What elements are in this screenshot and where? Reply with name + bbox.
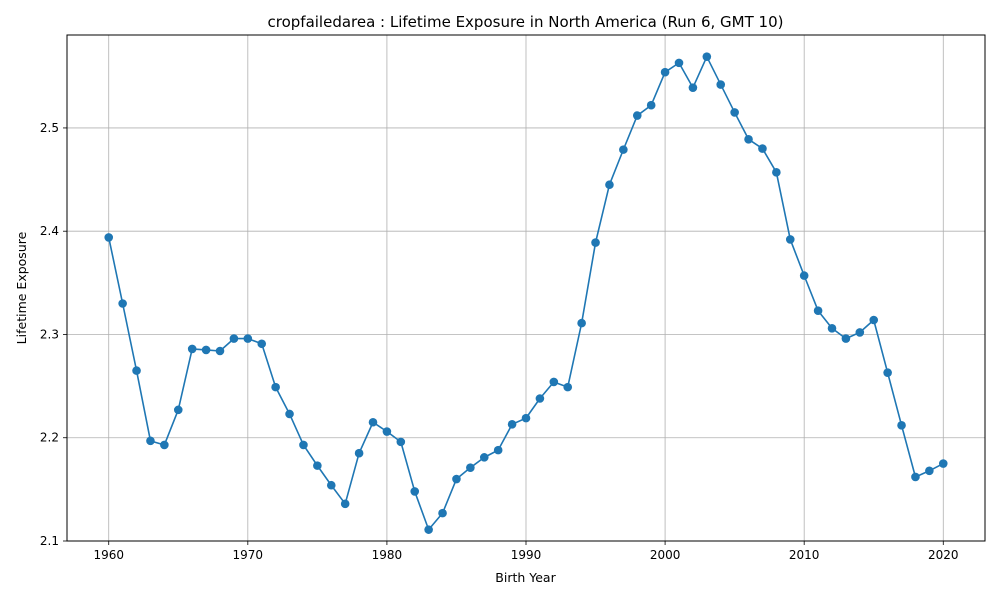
data-point — [632, 111, 642, 120]
data-point — [535, 394, 545, 403]
data-point — [271, 382, 280, 392]
x-tick-label: 1980 — [372, 548, 403, 562]
y-tick-label: 2.1 — [40, 534, 59, 548]
data-point — [299, 440, 308, 450]
data-point — [827, 323, 837, 333]
data-point — [938, 459, 948, 468]
data-point — [911, 472, 920, 482]
data-point — [104, 233, 114, 242]
data-point — [354, 448, 364, 458]
data-point — [869, 315, 879, 325]
data-point — [424, 525, 433, 534]
data-point — [772, 168, 781, 177]
data-point — [591, 238, 600, 247]
data-point — [229, 334, 239, 343]
data-point — [925, 466, 934, 476]
data-point — [619, 145, 628, 154]
data-point — [438, 508, 447, 518]
data-point — [688, 83, 698, 92]
data-point — [243, 334, 253, 343]
plot-area-frame — [66, 34, 986, 542]
data-point — [702, 52, 712, 61]
grid-lines — [67, 35, 985, 542]
x-tick-label: 2010 — [789, 548, 820, 562]
y-axis-label: Lifetime Exposure — [14, 231, 29, 344]
data-point — [549, 377, 559, 387]
data-point — [201, 345, 211, 355]
data-point — [479, 453, 489, 462]
data-point — [674, 58, 684, 68]
data-point — [340, 499, 350, 509]
data-point — [646, 100, 656, 110]
x-axis-label: Birth Year — [495, 570, 556, 585]
data-point — [883, 368, 892, 377]
data-point — [368, 417, 378, 427]
x-tick-label: 2020 — [928, 548, 959, 562]
data-point — [730, 108, 739, 117]
data-point — [563, 382, 573, 392]
data-series — [104, 52, 948, 534]
data-point — [118, 299, 127, 308]
data-point — [187, 344, 197, 354]
data-point — [160, 440, 169, 450]
data-point — [382, 427, 392, 436]
data-point — [396, 437, 406, 447]
y-tick-label: 2.4 — [40, 224, 59, 238]
data-point — [855, 328, 865, 337]
data-point — [521, 413, 531, 423]
data-point — [452, 474, 461, 484]
data-point — [841, 334, 851, 343]
data-point — [660, 67, 670, 77]
x-tick-label: 1960 — [93, 548, 124, 562]
x-tick-label: 1990 — [511, 548, 542, 562]
data-point — [716, 80, 726, 89]
x-tick-label: 1970 — [233, 548, 264, 562]
y-tick-label: 2.2 — [40, 431, 59, 445]
chart-title: cropfailedarea : Lifetime Exposure in No… — [268, 13, 784, 31]
data-point — [285, 409, 294, 419]
data-point — [799, 271, 809, 280]
data-point — [410, 487, 420, 496]
data-point — [215, 346, 225, 356]
x-tick-label: 2000 — [650, 548, 681, 562]
y-tick-label: 2.3 — [40, 327, 59, 341]
data-point — [493, 445, 503, 455]
data-point — [897, 421, 906, 430]
y-axis-ticks: 2.1 2.2 2.3 2.4 2.5 — [40, 121, 67, 548]
data-point — [146, 436, 155, 446]
data-point — [466, 463, 475, 472]
data-point — [132, 366, 141, 375]
data-point — [257, 339, 267, 349]
data-point — [326, 480, 336, 490]
data-point — [577, 318, 586, 328]
x-axis-ticks: 1960 1970 1980 1990 2000 2010 2020 — [93, 541, 959, 562]
data-point — [813, 306, 823, 316]
data-point — [758, 144, 767, 153]
data-point — [313, 461, 322, 470]
data-point — [507, 420, 517, 429]
data-point — [605, 180, 614, 190]
y-tick-label: 2.5 — [40, 121, 59, 135]
data-point — [744, 134, 753, 144]
data-point — [173, 405, 183, 415]
data-point — [785, 235, 795, 244]
